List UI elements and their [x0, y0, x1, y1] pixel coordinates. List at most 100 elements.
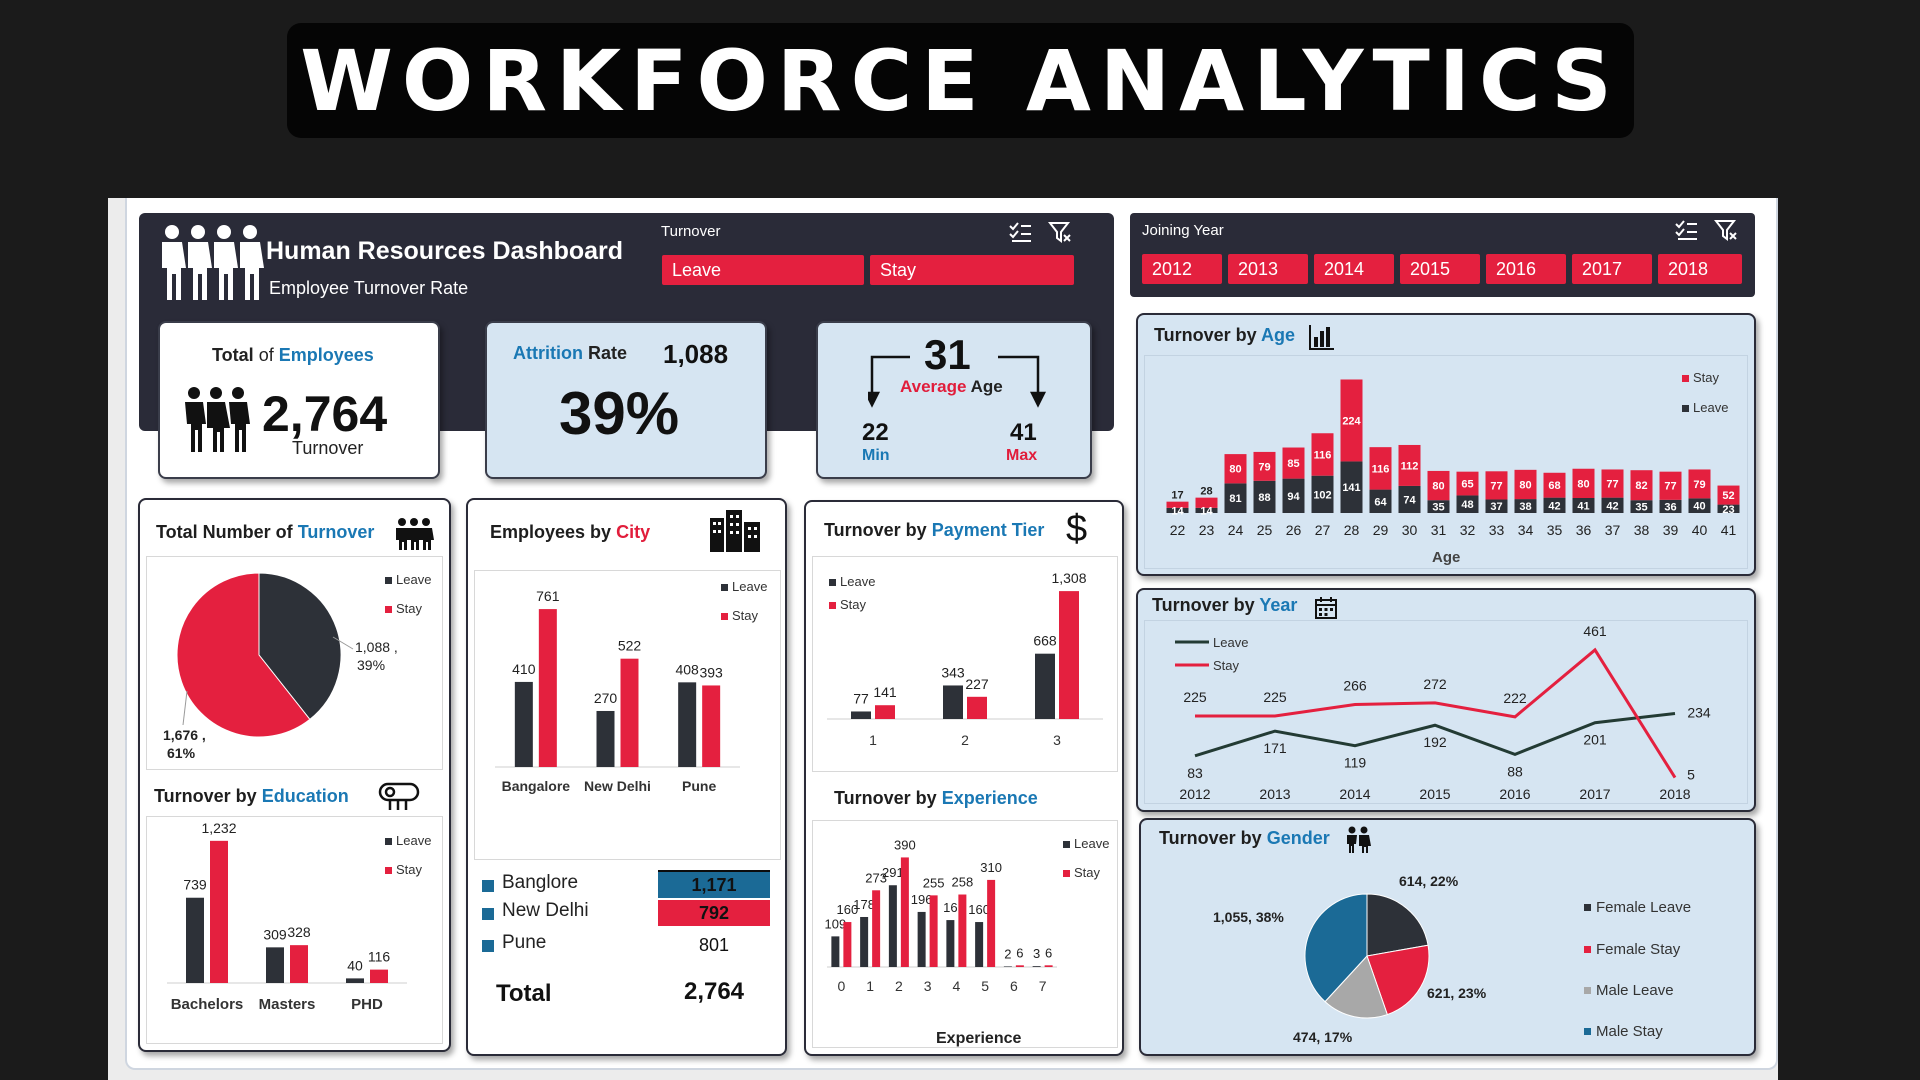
- multi-select-icon[interactable]: [1008, 221, 1032, 243]
- age-stay-label: 28: [1200, 486, 1212, 498]
- gender-pie-label: 614, 22%: [1399, 873, 1459, 889]
- kpi-total-title-b: of: [258, 345, 274, 365]
- city-row-swatch: [482, 880, 494, 892]
- age-category-label: 26: [1286, 522, 1302, 538]
- gender-legend-swatch: [1584, 904, 1591, 911]
- card-age: Turnover by Age Stay Leave Age 14 17 22 14 2…: [1136, 313, 1756, 576]
- kpi-attrition-title: Attrition Rate: [513, 343, 627, 364]
- experience-chart-area: Leave Stay Experience 109 160 0 178 273 1 291 3…: [812, 820, 1118, 1048]
- age-stay-label: 77: [1664, 481, 1676, 493]
- slicer-year-2016[interactable]: 2016: [1486, 254, 1566, 284]
- age-legend-stay: Stay: [1693, 370, 1720, 385]
- age-bar-stay: [1659, 471, 1682, 500]
- education-title-a: Turnover by: [154, 786, 257, 806]
- age-bar-leave: [1253, 480, 1276, 513]
- kpi-age-avg-label-a: Average: [900, 377, 967, 396]
- turnover-pie-title-b: Turnover: [297, 522, 375, 542]
- year-clear-filter-icon[interactable]: [1714, 219, 1738, 241]
- year-legend-stay: Stay: [1213, 658, 1240, 673]
- experience-value-label: 160: [968, 902, 990, 917]
- year-value-label: 88: [1507, 763, 1523, 779]
- header-subtitle: Employee Turnover Rate: [269, 278, 469, 298]
- slicer-year-2012[interactable]: 2012: [1142, 254, 1222, 284]
- people-group-icon: [162, 225, 264, 300]
- city-value-label: 410: [512, 661, 536, 677]
- banner: WORKFORCE ANALYTICS: [0, 0, 1920, 198]
- employees-icon: [185, 387, 250, 452]
- experience-bar-leave: [831, 936, 840, 967]
- year-slicer-label: Joining Year: [1142, 222, 1224, 239]
- experience-value-label: 109: [825, 916, 847, 931]
- kpi-total-caption: Turnover: [292, 438, 364, 458]
- age-bar-stay: [1456, 471, 1479, 496]
- experience-value-label: 3: [1033, 946, 1040, 961]
- year-value-label: 222: [1503, 690, 1527, 706]
- slicer-year-2015[interactable]: 2015: [1400, 254, 1480, 284]
- experience-category-label: 6: [1010, 978, 1018, 994]
- age-bar-stay: [1195, 497, 1218, 508]
- age-category-label: 28: [1344, 522, 1360, 538]
- turnover-legend-leave: Leave: [396, 572, 431, 587]
- payment-value-label: 77: [853, 690, 869, 706]
- payment-legend-stay-swatch: [829, 602, 836, 609]
- age-category-label: 27: [1315, 522, 1331, 538]
- slicer-year-2014[interactable]: 2014: [1314, 254, 1394, 284]
- clear-filter-icon[interactable]: [1048, 221, 1072, 243]
- year-value-label: 225: [1183, 689, 1207, 705]
- age-bar-leave: [1311, 475, 1334, 513]
- education-title: Turnover by Education: [154, 786, 349, 807]
- year-value-label: 461: [1583, 623, 1607, 639]
- payment-legend-leave-swatch: [829, 579, 836, 586]
- age-category-label: 30: [1402, 522, 1418, 538]
- gender-pie-slice-male-leave: [1324, 955, 1388, 1019]
- age-category-label: 41: [1721, 522, 1737, 538]
- slicer-turnover-stay[interactable]: Stay: [870, 255, 1074, 285]
- city-category-label: Bangalore: [502, 778, 571, 794]
- age-leave-label: 64: [1374, 496, 1387, 508]
- slicer-turnover-leave[interactable]: Leave: [662, 255, 864, 285]
- age-leave-label: 48: [1461, 499, 1473, 511]
- age-bar-leave: [1166, 507, 1189, 513]
- kpi-attrition-title-b: Rate: [588, 343, 628, 363]
- education-title-b: Education: [261, 786, 349, 806]
- city-legend-leave: Leave: [732, 579, 767, 594]
- age-bar-leave: [1195, 507, 1218, 513]
- kpi-age-min: 22: [862, 419, 889, 446]
- age-bar-stay: [1630, 470, 1653, 501]
- age-bar-leave: [1456, 495, 1479, 513]
- experience-value-label: 16: [943, 900, 957, 915]
- city-chart-area: Leave Stay 410 761 Bangalore 270 522 New Delh…: [474, 570, 781, 860]
- kpi-age-max-label: Max: [1006, 447, 1038, 464]
- year-multi-select-icon[interactable]: [1674, 219, 1698, 241]
- experience-value-label: 2: [1004, 946, 1011, 961]
- year-category-label: 2016: [1499, 786, 1530, 802]
- age-stay-label: 80: [1229, 464, 1241, 476]
- age-stay-label: 68: [1548, 480, 1560, 492]
- city-legend-stay-swatch: [721, 613, 728, 620]
- slicer-year-2017[interactable]: 2017: [1572, 254, 1652, 284]
- experience-xlabel: Experience: [936, 1030, 1021, 1047]
- slicer-year-2013[interactable]: 2013: [1228, 254, 1308, 284]
- age-stay-label: 77: [1606, 479, 1618, 491]
- payment-category-label: 1: [869, 732, 877, 748]
- turnover-pie-label-stay-pct: 61%: [167, 745, 196, 761]
- age-range-arrows: [868, 355, 1047, 408]
- age-bar-leave: [1601, 497, 1624, 513]
- experience-legend-leave: Leave: [1074, 836, 1109, 851]
- age-bar-stay: [1340, 379, 1363, 462]
- age-stay-label: 80: [1577, 478, 1589, 490]
- calendar-icon: [1315, 597, 1337, 619]
- education-legend-stay-swatch: [385, 867, 392, 874]
- age-legend-leave: Leave: [1693, 400, 1728, 415]
- education-category-label: Masters: [259, 996, 316, 1013]
- experience-title-a: Turnover by: [834, 788, 937, 808]
- age-leave-label: 41: [1577, 501, 1589, 513]
- slicer-year-2018[interactable]: 2018: [1658, 254, 1742, 284]
- experience-bar-stay: [929, 895, 938, 967]
- year-category-label: 2015: [1419, 786, 1450, 802]
- age-bar-stay: [1253, 451, 1276, 481]
- age-category-label: 37: [1605, 522, 1621, 538]
- age-stay-label: 77: [1490, 480, 1502, 492]
- age-bar-leave: [1659, 499, 1682, 513]
- experience-category-label: 3: [924, 978, 932, 994]
